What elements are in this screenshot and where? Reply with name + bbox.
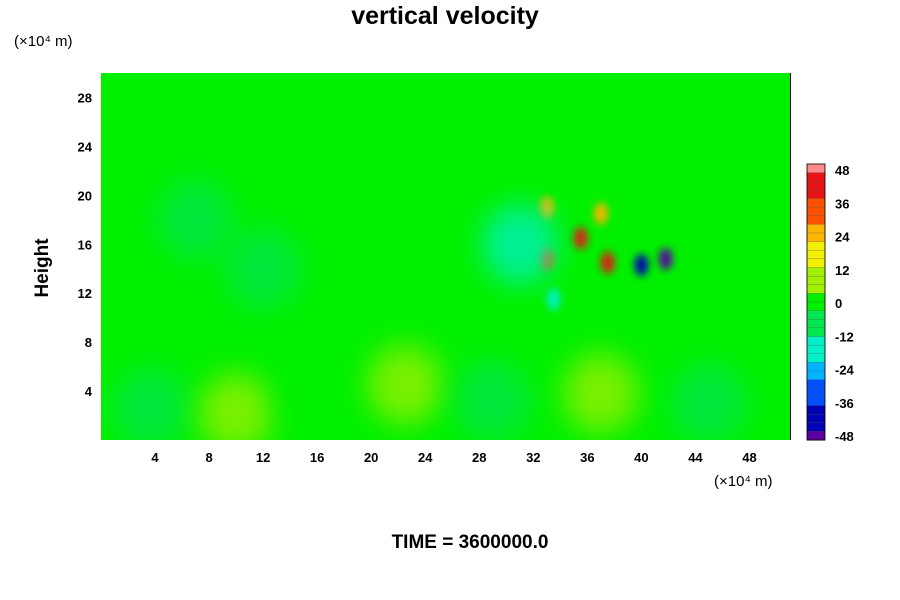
field-feature xyxy=(225,228,302,309)
x-tick-label: 28 xyxy=(472,450,486,465)
colorbar-swatch xyxy=(806,388,826,398)
colorbar-swatch xyxy=(806,181,826,191)
x-tick-label: 44 xyxy=(688,450,703,465)
time-label: TIME = xyxy=(391,532,459,553)
colorbar-swatch xyxy=(806,353,826,363)
colorbar-tick-label: 12 xyxy=(835,263,849,278)
x-tick-label: 48 xyxy=(742,450,756,465)
field-feature xyxy=(198,373,275,440)
colorbar-swatch xyxy=(806,275,826,286)
colorbar-swatch xyxy=(806,405,826,415)
chart-title: vertical velocity xyxy=(351,2,539,30)
colorbar-swatch xyxy=(806,267,826,277)
x-tick-label: 20 xyxy=(364,450,378,465)
y-tick-label: 24 xyxy=(78,139,93,154)
x-tick-label: 24 xyxy=(418,450,433,465)
colorbar-swatch xyxy=(806,232,826,243)
colorbar-swatch xyxy=(806,301,826,312)
x-tick-label: 32 xyxy=(526,450,540,465)
colorbar-tick-label: -24 xyxy=(835,363,855,378)
colorbar-tick-label: -36 xyxy=(835,396,854,411)
field-feature xyxy=(112,368,189,440)
field-feature xyxy=(670,363,747,440)
field-feature xyxy=(634,254,649,277)
y-ticks: 4 8 12 16 20 24 28 xyxy=(78,90,93,399)
y-tick-label: 8 xyxy=(85,335,92,350)
colorbar-swatch xyxy=(806,198,826,208)
colorbar-tick-label: 24 xyxy=(835,230,850,245)
colorbar-swatch xyxy=(806,163,826,174)
colorbar-tick-label: 36 xyxy=(835,196,849,211)
y-tick-label: 20 xyxy=(78,188,92,203)
colorbar-swatch xyxy=(806,336,826,346)
colorbar-swatch xyxy=(806,241,826,251)
field-feature xyxy=(454,360,531,440)
colorbar-swatch xyxy=(806,206,826,217)
field-feature xyxy=(481,204,558,285)
y-axis-unit: (×10⁴ m) xyxy=(14,33,73,50)
field-feature xyxy=(546,288,561,311)
colorbar-swatch xyxy=(806,284,826,294)
colorbar-swatch xyxy=(806,189,826,200)
x-axis-unit: (×10⁴ m) xyxy=(714,473,773,490)
colorbar-swatch xyxy=(806,396,826,407)
x-ticks: 4 8 12 16 20 24 28 32 36 40 44 48 xyxy=(151,450,756,465)
colorbar: 48 36 24 12 0 -12 -24 -36 -48 xyxy=(806,163,855,444)
colorbar-swatch xyxy=(806,310,826,320)
time-readout: TIME = 3600000.0 xyxy=(0,532,900,554)
colorbar-frame xyxy=(806,163,826,441)
y-axis-label: Height xyxy=(32,238,53,298)
field-feature xyxy=(573,227,588,250)
time-value: 3600000.0 xyxy=(458,532,549,553)
colorbar-tick-label: 48 xyxy=(835,163,849,178)
colorbar-swatch xyxy=(806,413,826,424)
field-feature xyxy=(593,202,608,225)
colorbar-tick-label: -12 xyxy=(835,329,854,344)
colorbar-swatch xyxy=(806,172,826,182)
colorbar-swatch xyxy=(806,362,826,372)
field-feature xyxy=(562,353,639,434)
x-tick-label: 36 xyxy=(580,450,594,465)
colorbar-swatch xyxy=(806,250,826,260)
colorbar-swatch xyxy=(806,327,826,338)
plot-area xyxy=(101,73,790,440)
colorbar-swatch xyxy=(806,370,826,381)
y-tick-label: 12 xyxy=(78,286,92,301)
y-tick-label: 16 xyxy=(78,237,92,252)
x-tick-label: 8 xyxy=(205,450,212,465)
colorbar-swatch xyxy=(806,215,826,225)
velocity-field xyxy=(112,179,747,440)
field-feature xyxy=(366,344,443,425)
field-feature xyxy=(600,251,615,274)
colorbar-swatch xyxy=(806,319,826,329)
colorbar-swatch xyxy=(806,379,826,389)
field-feature xyxy=(658,247,673,270)
x-tick-label: 16 xyxy=(310,450,324,465)
colorbar-swatch xyxy=(806,224,826,234)
colorbar-swatch xyxy=(806,293,826,303)
colorbar-swatch xyxy=(806,344,826,355)
field-feature xyxy=(157,179,234,260)
colorbar-tick-label: 0 xyxy=(835,296,842,311)
x-tick-label: 12 xyxy=(256,450,270,465)
field-feature xyxy=(279,357,356,438)
colorbar-swatch xyxy=(806,431,826,441)
x-tick-label: 40 xyxy=(634,450,648,465)
x-tick-label: 4 xyxy=(151,450,159,465)
y-tick-label: 4 xyxy=(85,384,93,399)
colorbar-swatch xyxy=(806,422,826,432)
colorbar-swatch xyxy=(806,258,826,269)
colorbar-tick-label: -48 xyxy=(835,429,854,444)
y-tick-label: 28 xyxy=(78,90,92,105)
